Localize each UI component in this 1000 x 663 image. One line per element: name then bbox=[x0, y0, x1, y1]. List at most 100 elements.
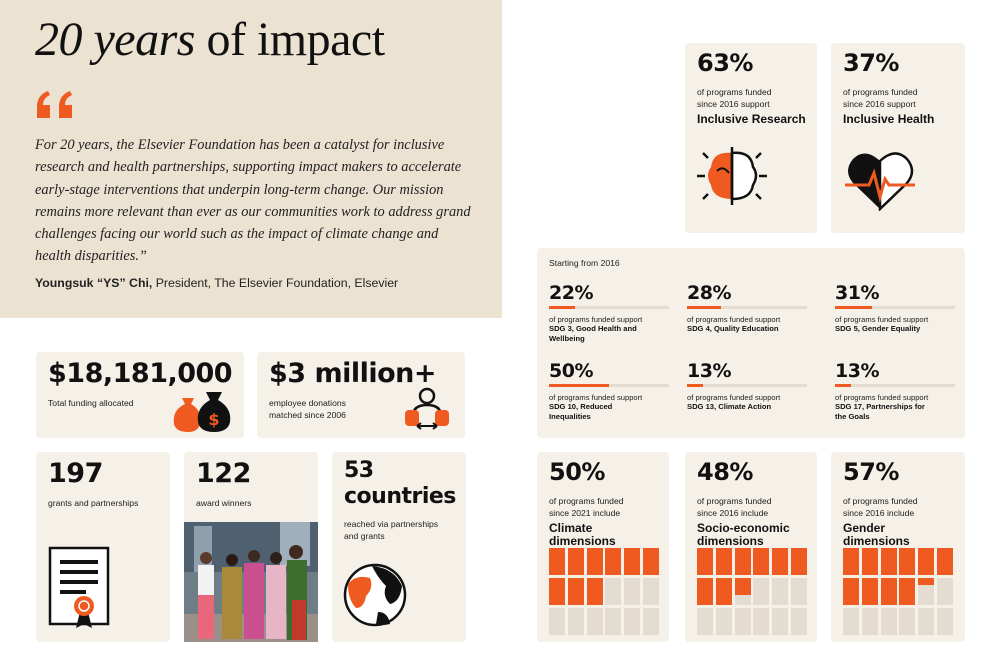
sdg-bar-fill bbox=[687, 306, 721, 309]
funding-value: $18,181,000 bbox=[48, 358, 233, 389]
dimension-unit bbox=[586, 548, 603, 575]
awards-value: 122 bbox=[196, 458, 251, 489]
dimension-unit-fill bbox=[861, 548, 878, 575]
dimension-line2: since 2016 include bbox=[843, 508, 915, 518]
countries-label-line2: and grants bbox=[344, 531, 385, 541]
funding-label: Total funding allocated bbox=[48, 398, 134, 408]
dimension-unit bbox=[549, 608, 565, 635]
sdg-support-text: of programs funded support bbox=[687, 315, 781, 324]
dimension-unit bbox=[843, 608, 859, 635]
dimension-percent: 50% bbox=[549, 458, 605, 486]
sdg-support-text: of programs funded support bbox=[687, 393, 781, 402]
dimension-unit bbox=[643, 548, 659, 575]
quote-attribution: Youngsuk “YS” Chi, President, The Elsevi… bbox=[35, 276, 398, 290]
dimension-card: 57% of programs funded since 2016 include G… bbox=[831, 452, 965, 642]
dimension-unit bbox=[918, 548, 935, 575]
dimension-unit bbox=[549, 548, 565, 575]
dimension-unit-fill bbox=[753, 548, 770, 575]
quote-author: Youngsuk “YS” Chi, bbox=[35, 276, 153, 290]
dimension-line1: of programs funded bbox=[843, 496, 918, 506]
inclusive-health-percent: 37% bbox=[843, 49, 899, 77]
dimension-unit bbox=[605, 548, 622, 575]
dimension-label: Climate dimensions bbox=[549, 521, 616, 548]
inclusive-research-label: Inclusive Research bbox=[697, 112, 806, 126]
dimension-unit bbox=[880, 578, 897, 605]
quote-text: For 20 years, the Elsevier Foundation ha… bbox=[35, 137, 471, 265]
sdg-support-text: of programs funded support bbox=[549, 393, 643, 402]
sdg-percent: 28% bbox=[687, 282, 731, 304]
grants-card: 197 grants and partnerships bbox=[36, 452, 170, 642]
funding-card: $18,181,000 Total funding allocated $ bbox=[36, 352, 244, 438]
dimension-unit bbox=[880, 608, 897, 635]
dimension-unit bbox=[861, 578, 878, 605]
dimension-unit bbox=[586, 578, 603, 605]
inclusive-research-line1: of programs funded bbox=[697, 87, 772, 97]
sdg-bar-track bbox=[549, 384, 669, 387]
dimension-unit bbox=[567, 608, 584, 635]
dimension-unit-fill bbox=[880, 578, 897, 605]
sdg-percent: 50% bbox=[549, 360, 593, 382]
donations-value: $3 million+ bbox=[269, 358, 437, 389]
sdg-support-text: of programs funded support bbox=[549, 315, 643, 324]
donations-card: $3 million+ employee donations matched s… bbox=[257, 352, 465, 438]
dimension-card: 48% of programs funded since 2016 include S… bbox=[685, 452, 817, 642]
awards-label: award winners bbox=[196, 498, 252, 508]
people-exchange-icon bbox=[405, 387, 449, 430]
dimension-unit bbox=[843, 548, 859, 575]
dimension-unit-fill bbox=[843, 578, 859, 605]
dimension-percent: 48% bbox=[697, 458, 753, 486]
inclusive-research-card: 63% of programs funded since 2016 suppor… bbox=[685, 43, 817, 233]
dimension-unit bbox=[861, 548, 878, 575]
sdg-bar-fill bbox=[835, 306, 873, 309]
dimension-card: 50% of programs funded since 2021 include C… bbox=[537, 452, 669, 642]
dimension-unit bbox=[605, 608, 622, 635]
sdg-percent: 13% bbox=[835, 360, 879, 382]
sdg-label: SDG 10, Reduced Inequalities bbox=[549, 402, 613, 421]
donations-label-line2: matched since 2006 bbox=[269, 410, 346, 420]
dimension-unit bbox=[697, 578, 713, 605]
inclusive-research-line2: since 2016 support bbox=[697, 99, 770, 109]
dimension-unit bbox=[880, 548, 897, 575]
dimension-unit bbox=[918, 578, 935, 605]
dimension-unit-fill bbox=[567, 548, 584, 575]
grants-value: 197 bbox=[48, 458, 103, 489]
inclusive-health-line2: since 2016 support bbox=[843, 99, 916, 109]
title-italic: 20 years bbox=[35, 13, 195, 66]
dimension-unit bbox=[567, 578, 584, 605]
dimension-unit-fill bbox=[586, 578, 603, 605]
money-bags-icon: $ bbox=[173, 392, 231, 432]
quote-mark-icon bbox=[37, 91, 72, 118]
heart-pulse-icon bbox=[845, 152, 915, 211]
certificate-icon bbox=[48, 546, 110, 628]
dimension-unit-fill bbox=[843, 548, 859, 575]
sdg-support-text: of programs funded support bbox=[835, 393, 929, 402]
dimension-unit-fill bbox=[918, 578, 935, 586]
grants-label: grants and partnerships bbox=[48, 498, 139, 508]
dimension-unit-fill bbox=[549, 578, 565, 605]
dimension-unit bbox=[772, 608, 789, 635]
dimension-unit bbox=[715, 608, 732, 635]
dimension-unit bbox=[791, 548, 807, 575]
globe-icon bbox=[343, 563, 407, 627]
dimension-unit bbox=[843, 578, 859, 605]
dimension-unit bbox=[715, 578, 732, 605]
dimension-unit-fill bbox=[861, 578, 878, 605]
dimension-unit-fill bbox=[624, 548, 641, 575]
sdg-bar-track bbox=[687, 384, 807, 387]
sdg-percent: 31% bbox=[835, 282, 879, 304]
dimension-unit bbox=[791, 608, 807, 635]
awards-card: 122 award winners bbox=[184, 452, 318, 642]
dimension-unit bbox=[586, 608, 603, 635]
sdg-card: Starting from 2016 22% of programs funded… bbox=[537, 248, 965, 438]
dimension-unit bbox=[624, 548, 641, 575]
dimension-line1: of programs funded bbox=[697, 496, 772, 506]
dimension-unit bbox=[772, 548, 789, 575]
dimension-unit bbox=[624, 608, 641, 635]
sdg-bar-track bbox=[835, 306, 955, 309]
dimension-label: Gender dimensions bbox=[843, 521, 910, 548]
sdg-bar-track bbox=[835, 384, 955, 387]
dimension-unit bbox=[899, 548, 916, 575]
page-title: 20 years of impact bbox=[35, 12, 385, 67]
inclusive-health-card: 37% of programs funded since 2016 suppor… bbox=[831, 43, 965, 233]
award-winners-photo bbox=[184, 522, 318, 642]
